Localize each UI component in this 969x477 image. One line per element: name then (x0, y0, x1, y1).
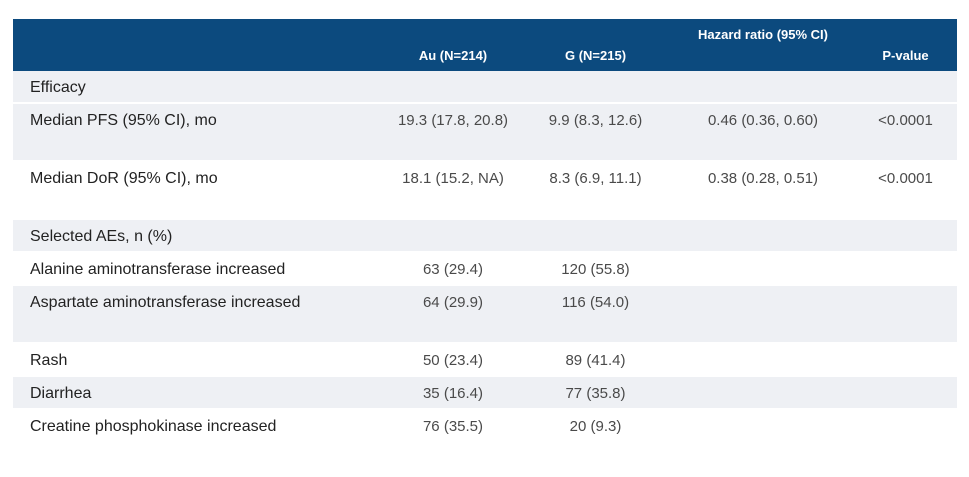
row-label: Alanine aminotransferase increased (30, 261, 286, 278)
cell-p: <0.0001 (878, 112, 933, 129)
row-label: Aspartate aminotransferase increased (30, 294, 301, 311)
cell-au: 63 (29.4) (422, 261, 484, 278)
row-label: Diarrhea (30, 385, 92, 402)
cell-hr: 0.46 (0.36, 0.60) (707, 112, 819, 129)
cell-g: 77 (35.8) (565, 385, 626, 402)
header-au: Au (N=214) (418, 48, 488, 63)
row-label: Median DoR (95% CI), mo (30, 170, 218, 187)
cell-au: 64 (29.9) (422, 294, 484, 311)
table-row: Creatine phosphokinase increased 76 (35.… (13, 410, 957, 443)
cell-au: 50 (23.4) (422, 352, 484, 369)
cell-au: 19.3 (17.8, 20.8) (397, 112, 509, 129)
cell-au: 18.1 (15.2, NA) (402, 170, 504, 187)
cell-g: 116 (54.0) (561, 294, 630, 311)
table-row: Rash 50 (23.4) 89 (41.4) (13, 344, 957, 377)
cell-p: <0.0001 (878, 170, 933, 187)
cell-g: 20 (9.3) (569, 418, 622, 435)
table-row: Diarrhea 35 (16.4) 77 (35.8) (13, 377, 957, 410)
results-table: Au (N=214) G (N=215) Hazard ratio (95% C… (13, 19, 957, 443)
cell-hr: 0.38 (0.28, 0.51) (707, 170, 819, 187)
header-hazard-ratio: Hazard ratio (95% CI) (697, 27, 829, 42)
cell-au: 35 (16.4) (422, 385, 484, 402)
table-row: Median PFS (95% CI), mo 19.3 (17.8, 20.8… (13, 104, 957, 162)
cell-au: 76 (35.5) (422, 418, 484, 435)
cell-g: 120 (55.8) (561, 261, 630, 278)
cell-g: 8.3 (6.9, 11.1) (549, 170, 642, 187)
table-row: Aspartate aminotransferase increased 64 … (13, 286, 957, 344)
row-label: Efficacy (30, 79, 86, 96)
row-label: Creatine phosphokinase increased (30, 418, 277, 435)
table-header: Au (N=214) G (N=215) Hazard ratio (95% C… (13, 19, 957, 71)
header-p-value: P-value (882, 48, 929, 63)
row-label: Median PFS (95% CI), mo (30, 112, 217, 129)
table-row: Efficacy (13, 71, 957, 104)
cell-g: 9.9 (8.3, 12.6) (548, 112, 643, 129)
cell-g: 89 (41.4) (565, 352, 626, 369)
header-g: G (N=215) (564, 48, 627, 63)
table-row: Selected AEs, n (%) (13, 220, 957, 253)
table-row: Alanine aminotransferase increased 63 (2… (13, 253, 957, 286)
table-row: Median DoR (95% CI), mo 18.1 (15.2, NA) … (13, 162, 957, 220)
row-label: Selected AEs, n (%) (30, 228, 173, 245)
row-label: Rash (30, 352, 68, 369)
